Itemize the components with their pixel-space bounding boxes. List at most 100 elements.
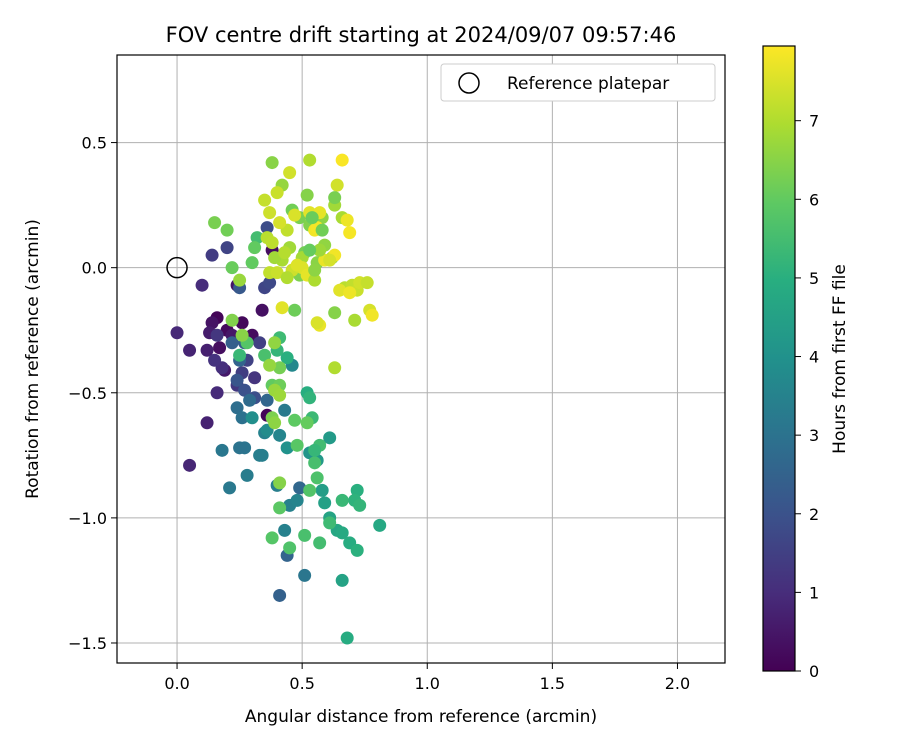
colorbar-tick-label: 2 <box>809 505 819 524</box>
data-point <box>290 438 304 452</box>
data-point <box>328 306 342 320</box>
data-point <box>183 458 197 472</box>
data-point <box>280 351 294 365</box>
data-point <box>255 303 269 317</box>
data-point <box>315 223 329 237</box>
data-point <box>308 273 322 287</box>
data-point <box>260 393 274 407</box>
data-point <box>208 353 222 367</box>
data-point <box>290 258 304 272</box>
data-point <box>265 531 279 545</box>
x-tick-label: 1.5 <box>540 674 565 693</box>
y-axis-label: Rotation from reference (arcmin) <box>23 219 43 499</box>
data-point <box>348 313 362 327</box>
data-point <box>200 343 214 357</box>
data-point <box>290 493 304 507</box>
data-point <box>233 273 247 287</box>
data-point <box>300 416 314 430</box>
data-point <box>273 588 287 602</box>
data-point <box>310 316 324 330</box>
data-point <box>258 348 272 362</box>
data-point <box>273 476 287 490</box>
x-tick-label: 2.0 <box>665 674 690 693</box>
legend-marker-icon <box>458 72 480 94</box>
data-point <box>323 516 337 530</box>
data-point <box>230 373 244 387</box>
x-tick-label: 0.0 <box>164 674 189 693</box>
data-point <box>183 343 197 357</box>
data-point <box>328 191 342 205</box>
data-point <box>240 468 254 482</box>
data-point <box>205 248 219 262</box>
colorbar-tick-label: 7 <box>809 112 819 131</box>
data-point <box>278 246 292 260</box>
data-point <box>210 386 224 400</box>
data-point <box>233 441 247 455</box>
data-point <box>318 496 332 510</box>
data-point <box>235 328 249 342</box>
legend-entry-reference: Reference platepar <box>507 74 669 94</box>
data-point <box>308 263 322 277</box>
y-axis-ticks: −1.5 −1.0 −0.5 0.0 0.5 <box>68 134 117 653</box>
data-point <box>263 276 277 290</box>
data-point <box>330 178 344 192</box>
data-point <box>343 226 357 240</box>
data-point <box>323 253 337 267</box>
data-point <box>335 153 349 167</box>
data-point <box>268 251 282 265</box>
data-point <box>298 528 312 542</box>
data-point <box>335 573 349 587</box>
colorbar-tick-label: 4 <box>809 348 819 367</box>
data-point <box>220 241 234 255</box>
data-point <box>268 336 282 350</box>
data-point <box>223 481 237 495</box>
data-point <box>350 543 364 557</box>
data-point <box>288 413 302 427</box>
data-point <box>280 441 294 455</box>
y-tick-label: −1.0 <box>68 509 107 528</box>
data-point <box>250 231 264 245</box>
data-point <box>170 326 184 340</box>
data-point <box>273 361 287 375</box>
data-point <box>273 216 287 230</box>
data-point <box>298 568 312 582</box>
data-point <box>225 336 239 350</box>
data-point <box>248 241 262 255</box>
data-point <box>273 428 287 442</box>
data-point <box>245 256 259 270</box>
chart-title: FOV centre drift starting at 2024/09/07 … <box>166 23 677 47</box>
data-point <box>253 336 267 350</box>
data-point <box>303 483 317 497</box>
plot-frame <box>116 54 726 664</box>
data-point <box>360 276 374 290</box>
x-axis-ticks: 0.0 0.5 1.0 1.5 2.0 <box>164 663 690 693</box>
data-point <box>245 411 259 425</box>
data-point <box>303 243 317 257</box>
reference-marker <box>166 256 188 279</box>
data-point <box>230 401 244 415</box>
data-point <box>305 211 319 225</box>
data-point <box>258 193 272 207</box>
data-point <box>300 188 314 202</box>
data-point <box>225 261 239 275</box>
data-point <box>353 498 367 512</box>
data-point <box>308 443 322 457</box>
colorbar-tick-label: 6 <box>809 190 819 209</box>
legend: Reference platepar <box>440 63 716 102</box>
data-point <box>205 316 219 330</box>
data-point <box>235 411 249 425</box>
data-point <box>268 416 282 430</box>
data-point <box>260 221 274 235</box>
data-point <box>350 483 364 497</box>
data-point <box>315 483 329 497</box>
colorbar-tick-label: 5 <box>809 269 819 288</box>
data-point <box>270 186 284 200</box>
colorbar-tick-label: 3 <box>809 426 819 445</box>
grid-lines <box>117 55 725 663</box>
y-tick-label: 0.0 <box>82 259 107 278</box>
data-point <box>213 341 227 355</box>
data-point <box>238 383 252 397</box>
data-point <box>273 501 287 515</box>
colorbar-label: Hours from first FF file <box>830 264 850 454</box>
